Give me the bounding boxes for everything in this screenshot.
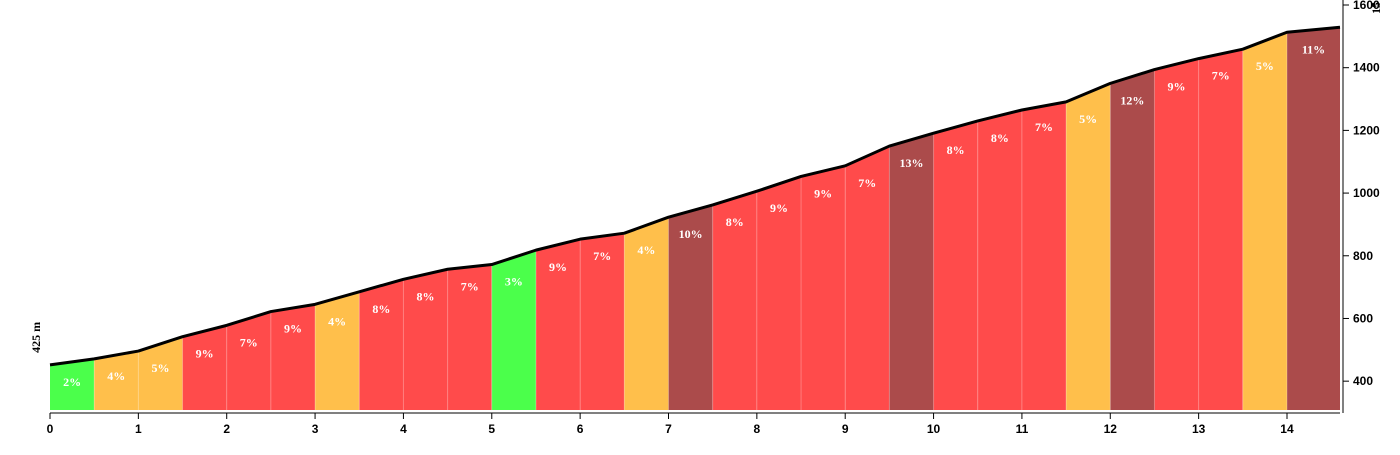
- grade-segment: [580, 233, 625, 410]
- x-tick-label: 11: [1016, 422, 1029, 436]
- grade-label: 9%: [196, 347, 214, 361]
- profile-line: [49, 25, 1341, 367]
- grade-segment: [1242, 32, 1287, 411]
- grade-segment: [491, 250, 536, 410]
- x-tick-label: 4: [400, 422, 407, 436]
- x-tick-label: 6: [577, 422, 584, 436]
- grade-label: 8%: [947, 143, 965, 157]
- grade-segment: [1110, 69, 1155, 410]
- grade-segment: [977, 110, 1022, 411]
- x-tick-label: 13: [1192, 422, 1206, 436]
- grade-segment: [1286, 27, 1340, 410]
- grade-segment: [1066, 83, 1111, 410]
- y-tick-label: 400: [1353, 374, 1373, 388]
- x-tick-label: 7: [665, 422, 672, 436]
- grade-label: 7%: [1035, 120, 1053, 134]
- grade-label: 4%: [637, 243, 655, 257]
- grade-label: 7%: [461, 279, 479, 293]
- grade-segment: [359, 279, 404, 410]
- grade-label: 7%: [593, 249, 611, 263]
- grade-label: 4%: [107, 369, 125, 383]
- x-tick-label: 5: [488, 422, 495, 436]
- x-tick-label: 14: [1280, 422, 1294, 436]
- segment-dividers: [93, 32, 1288, 410]
- grade-label: 7%: [240, 335, 258, 349]
- y-tick-label: 1400: [1353, 61, 1380, 75]
- x-axis: 0 1 2 3 4 5 6 7 8 9 10 11 12 13 14: [47, 412, 1340, 436]
- grade-segment: [712, 191, 757, 410]
- grade-segment: [1154, 58, 1199, 411]
- grade-segment: [182, 325, 227, 410]
- grade-label: 8%: [417, 289, 435, 303]
- grade-label: 9%: [1168, 80, 1186, 94]
- start-elevation-label: 425 m: [29, 322, 43, 353]
- y-tick-label: 1600: [1353, 0, 1380, 12]
- grade-segment: [845, 146, 890, 411]
- grade-labels: 2% 4% 5% 9% 7% 9% 4% 8% 8% 7% 3% 9% 7% 4% 10% 8% 9% 9% 7% 1…: [63, 42, 1325, 389]
- grade-label: 3%: [505, 275, 523, 289]
- end-elevation-label: 15: [1369, 2, 1383, 14]
- grade-label: 5%: [1256, 59, 1274, 73]
- grade-segment: [624, 217, 669, 410]
- grade-segment: [50, 358, 95, 410]
- grade-label: 13%: [899, 156, 923, 170]
- grade-segments: [50, 27, 1340, 411]
- grade-label: 9%: [814, 186, 832, 200]
- x-tick-label: 12: [1104, 422, 1118, 436]
- x-tick-label: 3: [312, 422, 319, 436]
- grade-segment: [933, 120, 978, 410]
- grade-label: 8%: [726, 215, 744, 229]
- grade-label: 9%: [284, 322, 302, 336]
- grade-segment: [1198, 49, 1243, 411]
- grade-segment: [138, 336, 183, 410]
- x-tick-label: 0: [47, 422, 54, 436]
- grade-segment: [756, 176, 802, 410]
- grade-label: 9%: [549, 260, 567, 274]
- y-tick-label: 600: [1353, 311, 1373, 325]
- x-tick-label: 9: [842, 422, 849, 436]
- grade-label: 4%: [328, 314, 346, 328]
- grade-label: 9%: [770, 201, 788, 215]
- x-tick-label: 2: [223, 422, 230, 436]
- grade-label: 8%: [991, 131, 1009, 145]
- grade-label: 11%: [1302, 42, 1325, 56]
- grade-label: 10%: [679, 227, 703, 241]
- grade-label: 5%: [1079, 112, 1097, 126]
- grade-segment: [447, 264, 492, 410]
- grade-segment: [801, 165, 846, 410]
- grade-label: 2%: [63, 375, 81, 389]
- y-tick-label: 1200: [1353, 123, 1380, 137]
- grade-label: 12%: [1120, 93, 1144, 107]
- grade-segment: [94, 351, 139, 410]
- grade-label: 8%: [372, 302, 390, 316]
- grade-label: 5%: [151, 361, 169, 375]
- x-tick-label: 1: [135, 422, 142, 436]
- y-tick-label: 1000: [1353, 186, 1380, 200]
- y-axis: 400 600 800 1000 1200 1400 1600: [1342, 0, 1380, 413]
- x-tick-label: 8: [754, 422, 761, 436]
- profile-line-group: [49, 25, 1341, 367]
- grade-label: 7%: [858, 176, 876, 190]
- grade-segment: [535, 239, 581, 410]
- grade-label: 7%: [1212, 69, 1230, 83]
- y-tick-label: 800: [1353, 249, 1373, 263]
- x-tick-label: 10: [927, 422, 941, 436]
- grade-segment: [668, 204, 713, 410]
- grade-segment: [270, 304, 316, 410]
- grade-segment: [403, 269, 448, 410]
- grade-segment: [1021, 101, 1067, 411]
- grade-segment: [226, 311, 271, 410]
- grade-segment: [315, 291, 360, 410]
- grade-segment: [889, 133, 934, 411]
